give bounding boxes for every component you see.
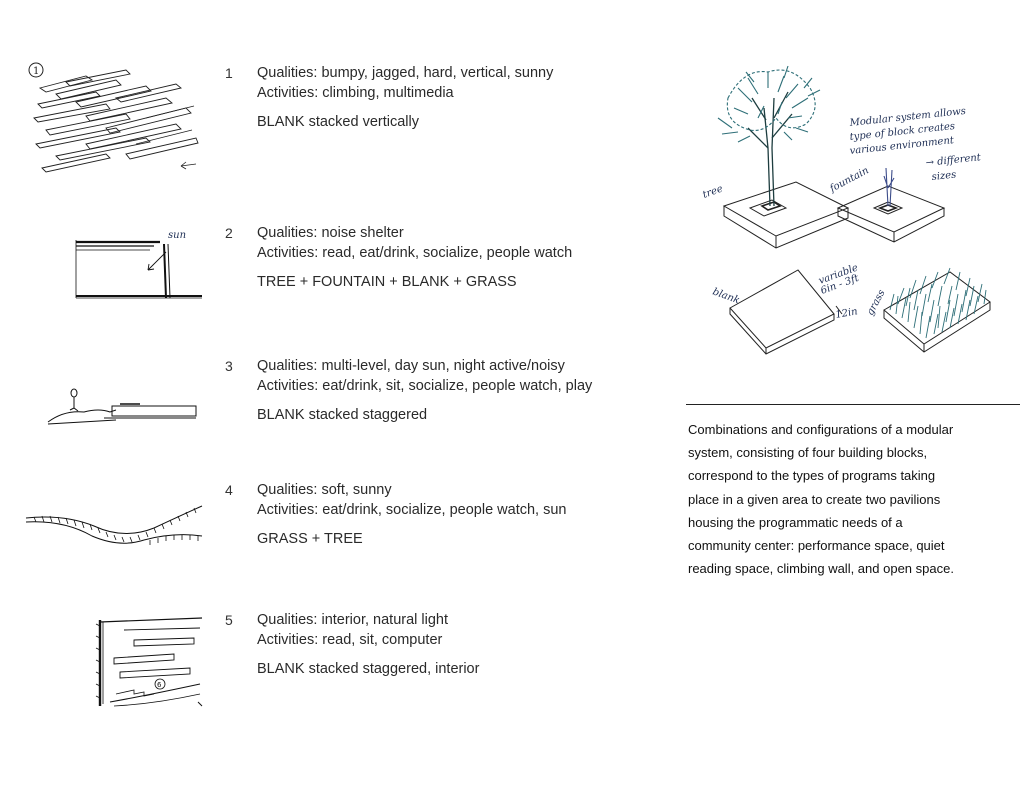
sketch-2-sun-label: sun bbox=[168, 230, 186, 241]
caption-line: correspond to the types of programs taki… bbox=[688, 468, 936, 484]
entry-number: 2 bbox=[225, 225, 233, 241]
entry-number: 4 bbox=[225, 482, 233, 498]
sketch-4-grass-waves bbox=[24, 496, 204, 556]
entry-qualities: Qualities: multi-level, day sun, night a… bbox=[257, 358, 565, 374]
entry-combination: TREE + FOUNTAIN + BLANK + GRASS bbox=[257, 274, 517, 290]
sketch-1-circle-label: 1 bbox=[33, 66, 39, 77]
tree-label: tree bbox=[701, 183, 724, 200]
blank-block bbox=[729, 269, 843, 355]
entry-number: 5 bbox=[225, 612, 233, 628]
entry-combination: BLANK stacked staggered bbox=[257, 407, 428, 423]
entry-qualities: Qualities: interior, natural light bbox=[257, 612, 449, 628]
caption: Combinations and configurations of a mod… bbox=[688, 418, 998, 580]
tree-trunk bbox=[747, 91, 793, 207]
entry-number: 1 bbox=[225, 65, 233, 81]
caption-line: reading space, climbing wall, and open s… bbox=[688, 561, 954, 577]
tree-canopy bbox=[717, 65, 821, 143]
entry-activities: Activities: eat/drink, socialize, people… bbox=[257, 502, 567, 518]
blank-dimension: 12in bbox=[835, 306, 859, 321]
entry-activities: Activities: eat/drink, sit, socialize, p… bbox=[257, 378, 593, 394]
entry-qualities: Qualities: soft, sunny bbox=[257, 482, 392, 498]
blank-label: blank bbox=[711, 286, 741, 306]
entry-activities: Activities: read, eat/drink, socialize, … bbox=[257, 245, 573, 261]
entry-number: 3 bbox=[225, 358, 233, 374]
tree-block bbox=[722, 181, 850, 249]
caption-line: community center: performance space, qui… bbox=[688, 538, 945, 554]
sketch-1-stacked-vertical: 1 bbox=[26, 58, 206, 178]
fountain-jet bbox=[883, 167, 895, 207]
entry-activities: Activities: read, sit, computer bbox=[257, 632, 443, 648]
fountain-note-line: → different bbox=[925, 152, 982, 169]
caption-line: place in a given area to create two pavi… bbox=[688, 491, 941, 507]
grass-blades bbox=[889, 267, 987, 339]
fountain-block bbox=[836, 185, 946, 243]
entry-combination: GRASS + TREE bbox=[257, 531, 363, 547]
caption-divider bbox=[686, 404, 1020, 405]
sketch-5-circle-label: 6 bbox=[157, 681, 162, 689]
sketch-5-interior: 6 bbox=[94, 614, 204, 712]
building-blocks-sketch: tree fountain Modular system allows type… bbox=[688, 58, 998, 358]
entry-qualities: Qualities: noise shelter bbox=[257, 225, 404, 241]
entry-qualities: Qualities: bumpy, jagged, hard, vertical… bbox=[257, 65, 554, 81]
entry-combination: BLANK stacked vertically bbox=[257, 114, 419, 130]
caption-line: Combinations and configurations of a mod… bbox=[688, 422, 954, 437]
entry-combination: BLANK stacked staggered, interior bbox=[257, 661, 480, 677]
sketch-3-multilevel bbox=[44, 384, 204, 432]
sketch-2-shelter: sun bbox=[74, 222, 204, 302]
fountain-label: fountain bbox=[827, 165, 870, 195]
entry-activities: Activities: climbing, multimedia bbox=[257, 85, 454, 101]
grass-block bbox=[883, 271, 991, 353]
fountain-note-line: sizes bbox=[931, 169, 957, 183]
caption-line: system, consisting of four building bloc… bbox=[688, 445, 928, 461]
caption-line: housing the programmatic needs of a bbox=[688, 514, 903, 530]
